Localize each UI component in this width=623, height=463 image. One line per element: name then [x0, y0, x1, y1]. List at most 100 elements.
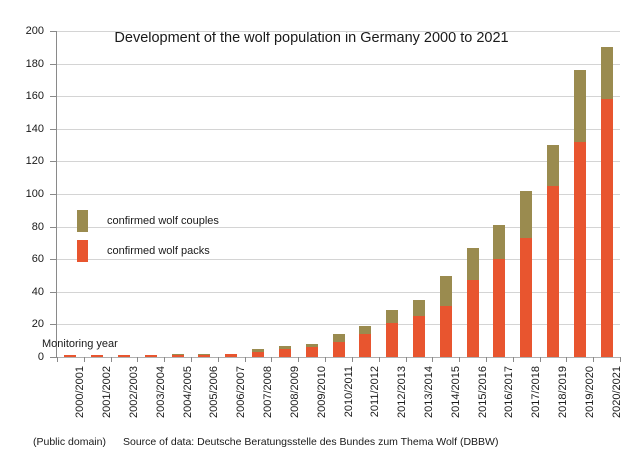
bar-segment-couples[interactable] [600, 47, 613, 100]
bar-column[interactable] [439, 275, 452, 357]
bar-segment-packs[interactable] [198, 355, 211, 357]
bar-segment-packs[interactable] [359, 334, 372, 357]
bar-segment-packs[interactable] [600, 99, 613, 357]
bar-column[interactable] [171, 353, 184, 357]
x-axis-tick-label: 2017/2018 [530, 366, 543, 418]
bar-segment-packs[interactable] [252, 352, 265, 357]
bar-segment-couples[interactable] [198, 353, 211, 356]
bar-segment-couples[interactable] [546, 145, 559, 186]
bar-segment-couples[interactable] [171, 353, 184, 356]
grid-line [57, 194, 620, 195]
bar-column[interactable] [332, 334, 345, 357]
bar-segment-couples[interactable] [305, 343, 318, 348]
legend-label-packs: confirmed wolf packs [107, 245, 210, 257]
grid-line [57, 63, 620, 65]
bar-segment-couples[interactable] [359, 326, 372, 335]
bar-column[interactable] [278, 345, 291, 357]
bar-column[interactable] [546, 145, 559, 357]
y-axis: 0 20 40 60 80 100 120 140 160 180 200 [0, 0, 57, 463]
y-axis-line [56, 31, 57, 358]
x-axis-tick-label: 2009/2010 [315, 366, 328, 418]
bar-segment-couples[interactable] [573, 70, 586, 142]
bar-segment-packs[interactable] [144, 355, 157, 357]
x-axis-tick [137, 357, 139, 362]
y-axis-tick-label: 40 [31, 285, 44, 298]
bar-column[interactable] [520, 190, 533, 357]
bar-segment-packs[interactable] [520, 238, 533, 357]
bar-segment-packs[interactable] [305, 347, 318, 357]
bar-column[interactable] [600, 47, 613, 357]
y-axis-tick-label: 120 [25, 155, 44, 168]
bar-column[interactable] [64, 355, 77, 357]
bar-segment-couples[interactable] [412, 299, 425, 317]
bar-segment-packs[interactable] [386, 322, 399, 357]
bar-segment-packs[interactable] [493, 259, 506, 357]
bar-column[interactable] [493, 224, 506, 357]
x-axis-tick-label: 2007/2008 [262, 366, 275, 418]
bar-segment-couples[interactable] [278, 345, 291, 349]
bar-segment-couples[interactable] [493, 224, 506, 260]
y-axis-tick-label: 200 [25, 25, 44, 37]
bar-segment-couples[interactable] [332, 334, 345, 343]
y-axis-tick [50, 291, 56, 293]
grid-line [57, 31, 620, 32]
x-axis-tick-label: 2010/2011 [342, 366, 355, 418]
y-axis-tick-label: 140 [25, 122, 44, 135]
x-axis-tick [57, 357, 58, 362]
bar-column[interactable] [359, 326, 372, 357]
bar-segment-packs[interactable] [412, 316, 425, 357]
bar-segment-couples[interactable] [439, 275, 452, 307]
y-axis-tick [50, 161, 56, 163]
bar-segment-couples[interactable] [520, 190, 533, 239]
y-axis-tick-label: 60 [31, 253, 44, 266]
bar-column[interactable] [386, 309, 399, 357]
bar-segment-couples[interactable] [466, 247, 479, 281]
x-axis-tick-label: 2019/2020 [583, 366, 596, 418]
bar-column[interactable] [91, 355, 104, 357]
x-axis-tick-label: 2004/2005 [181, 366, 194, 418]
x-axis-tick [244, 357, 246, 362]
grid-line [57, 226, 620, 228]
x-axis-tick [325, 357, 327, 362]
x-axis-tick-label: 2001/2002 [101, 366, 114, 418]
bar-column[interactable] [573, 70, 586, 357]
bar-segment-packs[interactable] [91, 355, 104, 357]
x-axis-tick [405, 357, 407, 362]
bar-segment-packs[interactable] [225, 353, 238, 357]
bar-column[interactable] [466, 247, 479, 357]
grid-line [57, 161, 620, 163]
bar-segment-packs[interactable] [332, 342, 345, 357]
x-axis-tick [485, 357, 487, 362]
bar-column[interactable] [198, 353, 211, 357]
grid-line [57, 128, 620, 130]
x-axis-tick [512, 357, 514, 362]
bar-segment-packs[interactable] [171, 355, 184, 357]
bar-column[interactable] [225, 353, 238, 357]
x-axis-tick-label: 2008/2009 [288, 366, 301, 418]
y-axis-tick-label: 80 [31, 220, 44, 233]
bar-segment-packs[interactable] [118, 355, 131, 357]
x-axis-tick [191, 357, 193, 362]
bar-column[interactable] [118, 355, 131, 357]
y-axis-tick-label: 160 [25, 90, 44, 103]
bar-column[interactable] [252, 348, 265, 357]
x-axis-tick [378, 357, 380, 362]
x-axis-tick [298, 357, 300, 362]
y-axis-tick [50, 31, 56, 32]
bar-segment-couples[interactable] [386, 309, 399, 323]
bar-segment-packs[interactable] [64, 355, 77, 357]
chart-footer: (Public domain) Source of data: Deutsche… [0, 436, 623, 456]
bar-segment-packs[interactable] [546, 185, 559, 357]
grid-line [57, 291, 620, 293]
bar-column[interactable] [144, 355, 157, 357]
bar-segment-packs[interactable] [466, 280, 479, 357]
legend-swatch-couples [77, 210, 88, 232]
bar-segment-packs[interactable] [278, 348, 291, 357]
bar-segment-packs[interactable] [439, 306, 452, 357]
bar-column[interactable] [305, 343, 318, 357]
bar-column[interactable] [412, 299, 425, 357]
bar-segment-couples[interactable] [252, 348, 265, 353]
bar-segment-packs[interactable] [573, 141, 586, 357]
y-axis-tick [50, 226, 56, 228]
